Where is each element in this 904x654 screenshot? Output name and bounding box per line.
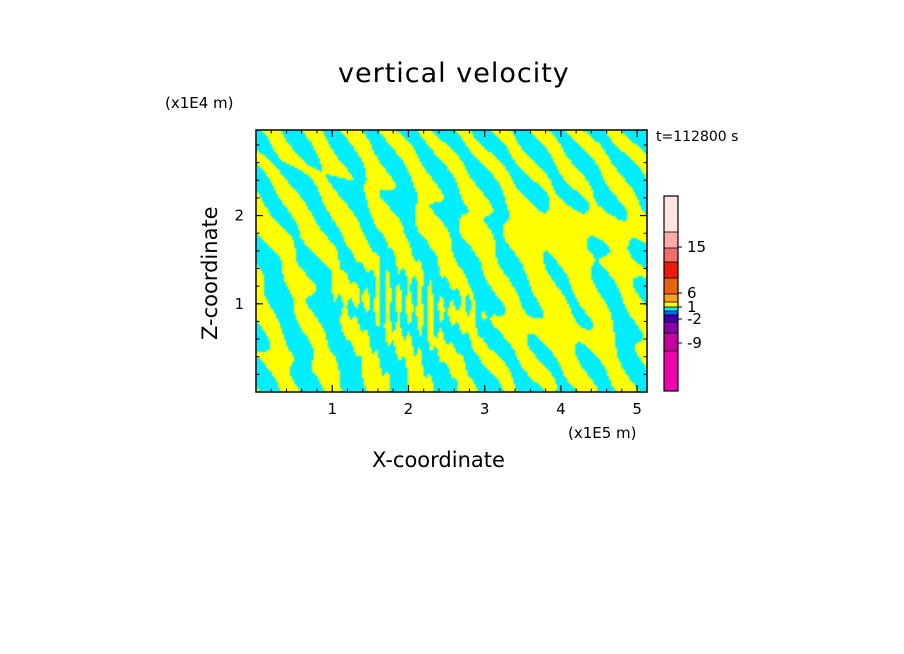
x-axis-unit: (x1E5 m): [568, 424, 637, 442]
colorbar-swatch: [664, 307, 678, 311]
x-tick-label: 5: [632, 400, 642, 418]
colorbar-swatch: [664, 262, 678, 278]
contour-image: [256, 130, 647, 392]
colorbar: 15 61-2 -9: [663, 195, 706, 392]
colorbar-swatch: [664, 232, 678, 248]
colorbar-label: 15: [687, 238, 706, 256]
x-axis-label: X-coordinate: [372, 448, 505, 472]
y-axis-unit: (x1E4 m): [165, 94, 234, 112]
colorbar-swatch: [664, 322, 678, 333]
colorbar-swatch: [664, 278, 678, 294]
x-tick-label: 1: [327, 400, 337, 418]
y-axis-ticks: 12: [234, 144, 647, 375]
colorbar-swatch: [664, 315, 678, 322]
x-tick-label: 3: [480, 400, 490, 418]
chart-title: vertical velocity: [338, 58, 570, 89]
contour-field: [256, 130, 647, 392]
colorbar-swatch: [664, 311, 678, 315]
colorbar-swatch: [664, 302, 678, 307]
plot-frame: [255, 129, 648, 393]
time-label: t=112800 s: [656, 129, 739, 145]
colorbar-swatch: [664, 333, 678, 351]
colorbar-swatch: [664, 196, 678, 232]
colorbar-label: 6: [687, 284, 697, 302]
x-tick-label: 2: [404, 400, 414, 418]
colorbar-swatch: [664, 351, 678, 391]
y-tick-label: 1: [234, 295, 244, 313]
y-tick-label: 2: [234, 207, 244, 225]
x-tick-label: 4: [556, 400, 566, 418]
colorbar-label: -9: [687, 334, 702, 352]
colorbar-label: 1: [687, 298, 697, 316]
x-axis-ticks: 1 2 3 4 5: [270, 130, 642, 418]
colorbar-swatch: [664, 248, 678, 262]
colorbar-swatch: [664, 294, 678, 302]
colorbar-label: -2: [687, 310, 702, 328]
y-axis-label: Z-coordinate: [198, 206, 222, 340]
